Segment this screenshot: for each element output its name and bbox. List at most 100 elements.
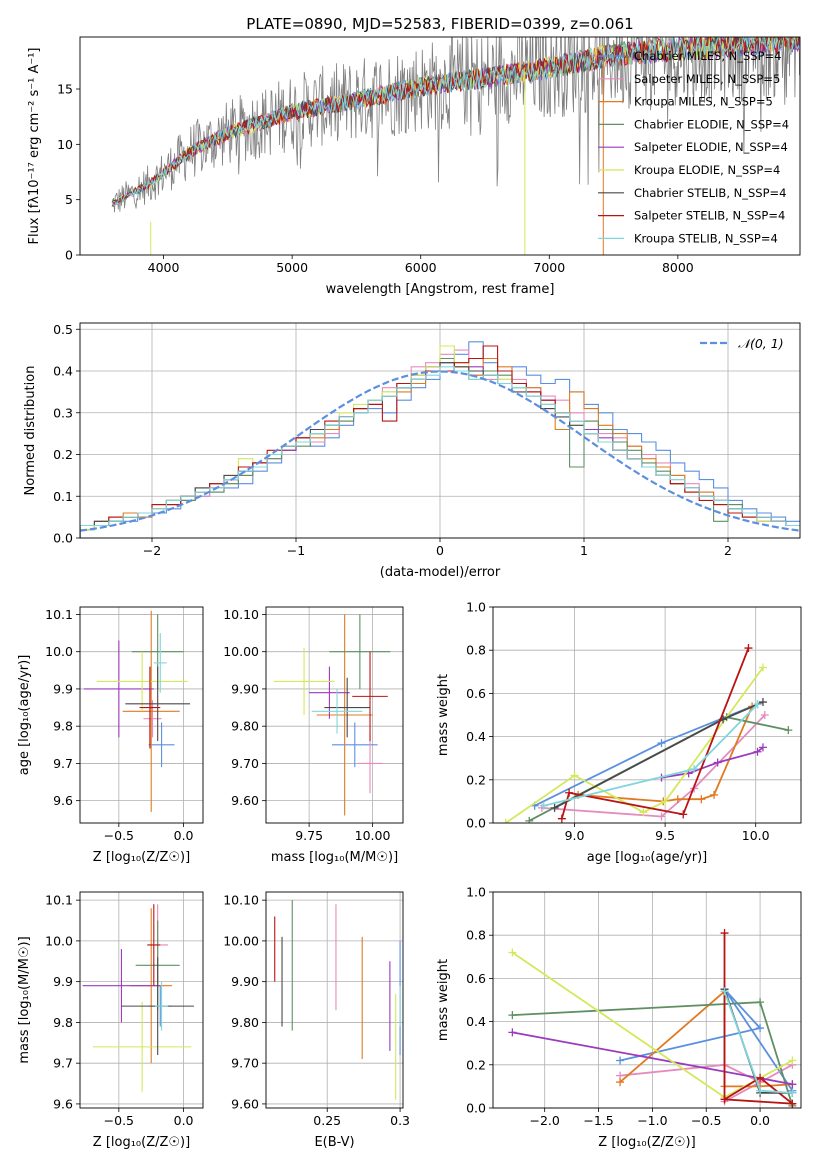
x-tick-label: 6000 xyxy=(405,260,437,275)
weight-marker xyxy=(753,700,762,709)
weight-marker xyxy=(788,1080,797,1089)
x-tick-label: 10.00 xyxy=(355,828,391,843)
x-tick-label: 2 xyxy=(724,543,732,558)
y-axis-label: mass weight xyxy=(436,674,451,756)
panel-7: −2.0 −1.5 −1.0 −0.5 0.0 0.0 0.2 0.4 0.6 0.8 1.0 Z [… xyxy=(436,885,802,1150)
weight-marker xyxy=(697,795,706,804)
axes-frame xyxy=(265,606,404,824)
weight-marker xyxy=(788,1056,797,1065)
x-tick-label: 5000 xyxy=(276,260,308,275)
y-tick-label: 0.2 xyxy=(466,772,486,787)
weight-marker xyxy=(690,765,699,773)
model-spectrum-5 xyxy=(112,37,800,206)
weight-marker xyxy=(679,810,688,819)
weight-marker xyxy=(788,1099,797,1108)
y-tick-label: 10 xyxy=(57,137,73,152)
weight-marker xyxy=(657,739,666,748)
panel-1: −2 −1 0 1 2 0.0 0.1 0.2 0.3 0.4 0.5 (data-model)/er… xyxy=(23,322,801,580)
axes-frame xyxy=(492,891,802,1109)
x-tick-label: 1 xyxy=(580,543,588,558)
plot-area xyxy=(274,900,401,1100)
y-tick-label: 0.0 xyxy=(466,1101,486,1116)
y-tick-label: 0.4 xyxy=(466,729,486,744)
x-axis-label: Z [log₁₀(Z/Z☉)] xyxy=(93,850,190,865)
x-axis-label: (data-model)/error xyxy=(380,565,501,580)
x-tick-label: 0.0 xyxy=(750,1113,770,1128)
y-tick-label: 9.70 xyxy=(231,756,259,771)
panel-2: −0.5 0.0 9.6 9.7 9.8 9.9 10.0 10.1 Z [log₁₀(Z/Z☉… xyxy=(17,606,204,865)
y-tick-label: 9.90 xyxy=(231,681,259,696)
y-tick-label: 9.90 xyxy=(231,974,259,989)
y-tick-label: 10.0 xyxy=(45,933,73,948)
plot-area xyxy=(80,341,800,538)
legend-label: Salpeter ELODIE, N_SSP=4 xyxy=(634,140,788,154)
x-axis-label: age [log₁₀(age/yr)] xyxy=(587,850,708,865)
x-tick-label: 0 xyxy=(436,543,444,558)
x-tick-label: −2.0 xyxy=(530,1113,560,1128)
weight-marker xyxy=(713,758,722,767)
x-tick-label: 0.0 xyxy=(174,828,194,843)
x-tick-label: −1 xyxy=(287,543,305,558)
y-tick-label: 0.0 xyxy=(53,531,73,546)
y-tick-label: 9.7 xyxy=(53,1056,73,1071)
panel-4: 9.0 9.5 10.0 0.0 0.2 0.4 0.6 0.8 1.0 age [log₁₀(a… xyxy=(436,600,802,865)
x-axis-label: Z [log₁₀(Z/Z☉)] xyxy=(598,1135,695,1150)
weight-marker xyxy=(550,803,559,812)
x-tick-label: 10.0 xyxy=(742,828,770,843)
weight-marker xyxy=(756,1073,765,1082)
y-tick-label: 10.00 xyxy=(223,644,259,659)
x-tick-label: 9.5 xyxy=(655,828,675,843)
weight-marker xyxy=(525,816,534,823)
y-tick-label: 1.0 xyxy=(466,600,486,615)
weight-marker xyxy=(570,771,579,780)
weight-marker xyxy=(508,948,517,957)
weight-marker xyxy=(758,743,767,752)
x-tick-label: −1.5 xyxy=(583,1113,613,1128)
weight-marker xyxy=(756,998,765,1007)
plot-area xyxy=(83,610,191,812)
x-tick-label: −0.5 xyxy=(691,1113,721,1128)
y-tick-label: 5 xyxy=(65,192,73,207)
weight-marker xyxy=(760,711,769,719)
x-tick-label: −0.5 xyxy=(104,1113,134,1128)
model-spectrum-8 xyxy=(111,37,800,206)
y-tick-label: 10.10 xyxy=(223,893,259,908)
plot-area xyxy=(273,614,391,816)
weight-marker xyxy=(616,1056,625,1065)
y-axis-label: age [log₁₀(age/yr)] xyxy=(17,655,32,776)
axes-frame xyxy=(79,891,204,1109)
weight-marker xyxy=(657,812,666,821)
figure-title: PLATE=0890, MJD=52583, FIBERID=0399, z=0… xyxy=(246,15,633,33)
y-tick-label: 1.0 xyxy=(466,885,486,900)
y-tick-label: 9.8 xyxy=(53,719,73,734)
weight-marker xyxy=(661,797,670,806)
weight-marker xyxy=(720,987,729,996)
axes-frame xyxy=(79,36,801,256)
y-tick-label: 9.80 xyxy=(231,719,259,734)
x-tick-label: 4000 xyxy=(148,260,180,275)
weight-marker xyxy=(616,1078,625,1087)
weight-line-4 xyxy=(512,1031,793,1086)
y-tick-label: 9.9 xyxy=(53,974,73,989)
y-axis-label: Normed distribution xyxy=(23,366,38,496)
weight-marker xyxy=(720,1095,729,1104)
x-tick-label: 0.3 xyxy=(390,1113,410,1128)
y-axis-label: mass weight xyxy=(436,959,451,1041)
y-tick-label: 10.0 xyxy=(45,644,73,659)
weight-marker xyxy=(744,644,753,653)
y-axis-label: mass [log₁₀(M/M☉)] xyxy=(17,936,32,1063)
axes-frame xyxy=(265,891,404,1109)
y-tick-label: 0 xyxy=(65,248,73,263)
y-tick-label: 0.8 xyxy=(466,643,486,658)
y-tick-label: 0.4 xyxy=(53,364,73,379)
x-tick-label: 8000 xyxy=(662,260,694,275)
plot-area xyxy=(501,644,793,823)
legend-label: Chabrier MILES, N_SSP=4 xyxy=(634,49,781,63)
panel-5: −0.5 0.0 9.6 9.7 9.8 9.9 10.0 10.1 Z [log₁₀(Z/Z☉… xyxy=(17,891,204,1150)
weight-marker xyxy=(758,698,767,707)
x-tick-label: −2 xyxy=(143,543,161,558)
weight-marker xyxy=(539,801,548,810)
y-tick-label: 9.9 xyxy=(53,681,73,696)
